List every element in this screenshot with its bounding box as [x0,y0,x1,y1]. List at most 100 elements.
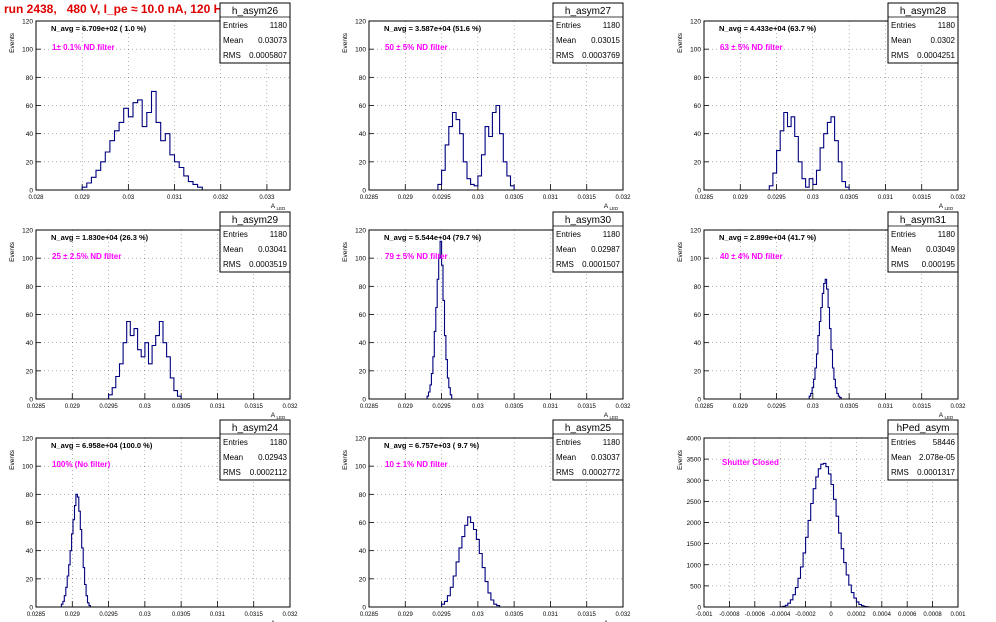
x-tick-label: 0.0305 [172,612,191,618]
x-tick-label: 0.03 [123,195,135,201]
x-tick-label: 0.032 [282,612,298,618]
y-tick-label: 60 [694,312,702,319]
stats-key: Entries [891,438,916,447]
y-tick-label: 120 [22,436,33,443]
x-tick-label: 0.029 [65,612,81,618]
y-tick-label: 3500 [687,457,702,464]
stats-key: Entries [223,438,248,447]
x-axis-label-subscript: LED [610,206,620,211]
stats-value: 0.02943 [258,453,287,462]
y-tick-label: 80 [694,75,702,82]
plot-frame [703,437,959,608]
stats-value: 1180 [603,230,621,239]
x-tick-label: 0.032 [213,195,229,201]
stats-key: Entries [891,230,916,239]
y-tick-label: 100 [690,47,701,54]
x-tick-label: 0.0315 [245,612,264,618]
plot-frame [35,437,291,608]
histogram-line [441,516,501,607]
x-tick-label: 0.032 [615,612,631,618]
stats-value: 0.0003519 [249,260,287,269]
plot-frame [35,229,291,400]
x-axis-label-subscript: LED [610,415,620,420]
histogram-line [437,104,515,190]
stats-value: 0.000195 [922,260,956,269]
x-tick-label: 0.028 [28,195,44,201]
stats-title: h_asym31 [900,215,947,226]
y-tick-label: 100 [22,47,33,54]
x-tick-label: 0.0315 [913,195,932,201]
y-tick-label: 0 [29,188,33,195]
y-tick-label: 20 [359,159,367,166]
stats-key: Entries [556,230,581,239]
histogram-line [768,111,850,190]
x-tick-label: 0.0295 [432,195,451,201]
y-tick-label: 60 [26,103,34,110]
stats-key: Mean [891,36,911,45]
y-tick-label: 0 [29,605,33,612]
filter-label: 10 ± 1% ND filter [385,460,448,469]
histogram-line [808,278,842,399]
x-tick-label: 0.0315 [913,404,932,410]
stats-title: h_asym30 [565,215,612,226]
y-axis-label: Events [677,241,684,262]
y-tick-label: 120 [355,19,366,26]
y-tick-label: 60 [359,312,367,319]
stats-title: h_asym25 [565,423,612,434]
x-tick-label: 0.0285 [695,195,714,201]
pad-h_asym26: 0 20 40 60 80 100 120 0.028 0.029 0.03 0.031 0.032 0… [9,2,291,211]
stats-value: 0.03037 [591,453,620,462]
y-tick-label: 1500 [687,541,702,548]
plot-frame [35,20,291,191]
stats-value: 0.0001317 [917,468,955,477]
stats-box [887,211,959,273]
stats-box [552,211,624,273]
x-tick-label: 0.031 [543,612,559,618]
y-tick-label: 0 [362,397,366,404]
y-tick-label: 120 [22,228,33,235]
pad-h_asym28: 0 20 40 60 80 100 120 0.0285 0.029 0.0295 0.03 0.03… [677,2,966,211]
y-tick-label: 80 [359,492,367,499]
x-tick-label: 0.03 [472,195,484,201]
y-tick-label: 4000 [687,436,702,443]
stats-value: 0.0002772 [582,468,620,477]
stats-key: Mean [556,245,576,254]
n-avg-label: N_avg = 4.433e+04 (63.7 %) [719,24,817,33]
x-tick-label: 0.0305 [172,404,191,410]
y-tick-label: 80 [26,284,34,291]
y-tick-label: 40 [359,340,367,347]
histogram-line [426,240,453,399]
x-tick-label: 0.0305 [505,612,524,618]
stats-key: Entries [223,230,248,239]
stats-value: 58446 [933,438,956,447]
n-avg-label: N_avg = 6.958e+04 (100.0 %) [51,441,153,450]
x-axis-label: A LED [604,412,619,420]
filter-label: 1± 0.1% ND filter [52,43,115,52]
y-tick-label: 40 [694,131,702,138]
x-tick-label: 0.0305 [505,404,524,410]
stats-value: 2.078e-05 [919,453,956,462]
stats-value: 0.0004251 [917,51,955,60]
stats-title: h_asym29 [232,215,279,226]
stats-key: Mean [556,36,576,45]
x-tick-label: 0.0285 [360,404,379,410]
x-tick-label: 0.031 [543,195,559,201]
stats-value: 1180 [603,438,621,447]
y-tick-label: 3000 [687,478,702,485]
x-tick-label: 0.0315 [578,404,597,410]
pad-h_asym24: 0 20 40 60 80 100 120 0.0285 0.029 0.0295 0.03 0.03… [9,419,298,622]
y-tick-label: 0 [697,188,701,195]
x-tick-label: 0.0315 [578,195,597,201]
y-tick-label: 0 [29,397,33,404]
y-tick-label: 60 [359,103,367,110]
y-tick-label: 100 [355,464,366,471]
pad-h_asym27: 0 20 40 60 80 100 120 0.0285 0.029 0.0295 0.03 0.03… [342,2,631,211]
stats-key: RMS [556,468,574,477]
y-axis-label: Events [342,449,349,470]
stats-key: Entries [223,21,248,30]
x-tick-label: 0.0002 [847,612,866,618]
stats-value: 0.03073 [258,36,287,45]
stats-key: Entries [891,21,916,30]
y-tick-label: 120 [690,19,701,26]
stats-key: RMS [891,51,909,60]
